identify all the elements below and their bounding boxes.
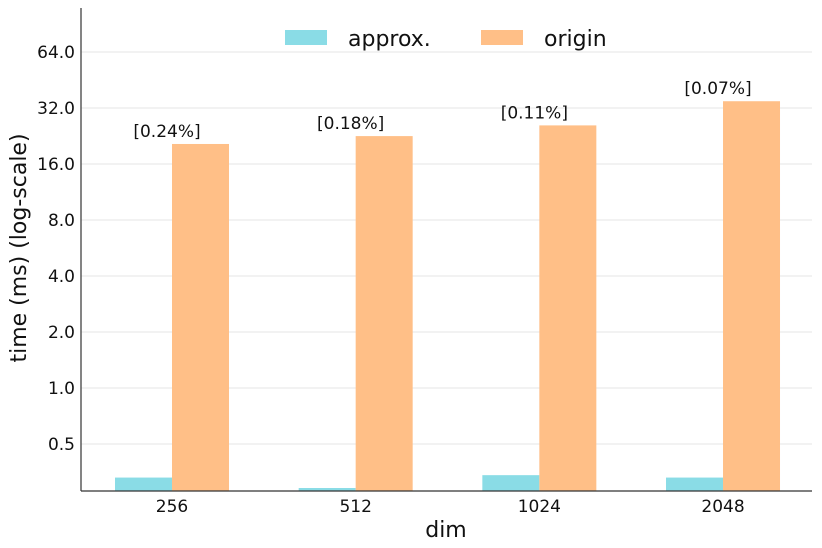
bars xyxy=(115,101,781,492)
x-axis-title: dim xyxy=(425,518,467,543)
x-tick-label: 1024 xyxy=(518,497,561,517)
bar-annotation: [0.18%] xyxy=(317,114,384,134)
y-tick-label: 64.0 xyxy=(37,43,75,63)
legend-label: approx. xyxy=(348,27,431,52)
bar-annotation: [0.07%] xyxy=(684,79,751,99)
bar-origin-512 xyxy=(355,136,413,491)
legend-label: origin xyxy=(544,27,607,52)
x-tick-labels: 256 512 1024 2048 xyxy=(156,497,745,517)
bar-annotation: [0.24%] xyxy=(133,122,200,142)
bar-origin-2048 xyxy=(723,101,781,491)
y-tick-label: 8.0 xyxy=(48,211,75,231)
bar-approx-256 xyxy=(115,477,172,491)
y-tick-label: 1.0 xyxy=(48,379,75,399)
bar-origin-256 xyxy=(172,143,229,491)
bar-origin-1024 xyxy=(539,125,597,492)
x-tick-label: 2048 xyxy=(701,497,744,517)
bar-annotations: [0.24%] [0.18%] [0.11%] [0.07%] xyxy=(133,79,751,142)
x-tick-label: 256 xyxy=(156,497,188,517)
y-axis-title: time (ms) (log-scale) xyxy=(7,133,32,362)
y-tick-label: 32.0 xyxy=(37,99,75,119)
axes xyxy=(80,8,812,492)
bar-annotation: [0.11%] xyxy=(501,103,568,123)
bar-approx-1024 xyxy=(482,475,540,491)
y-tick-label: 2.0 xyxy=(48,323,75,343)
legend-swatch xyxy=(481,30,523,45)
y-tick-label: 4.0 xyxy=(48,267,75,287)
y-tick-label: 16.0 xyxy=(37,155,75,175)
bar-approx-2048 xyxy=(666,477,724,491)
legend-swatch xyxy=(285,30,327,45)
legend: approx. origin xyxy=(285,27,607,52)
y-tick-label: 0.5 xyxy=(48,435,75,455)
y-tick-labels: 0.5 1.0 2.0 4.0 8.0 16.0 32.0 64.0 xyxy=(37,43,75,455)
x-tick-label: 512 xyxy=(339,497,371,517)
bar-approx-512 xyxy=(298,488,356,491)
